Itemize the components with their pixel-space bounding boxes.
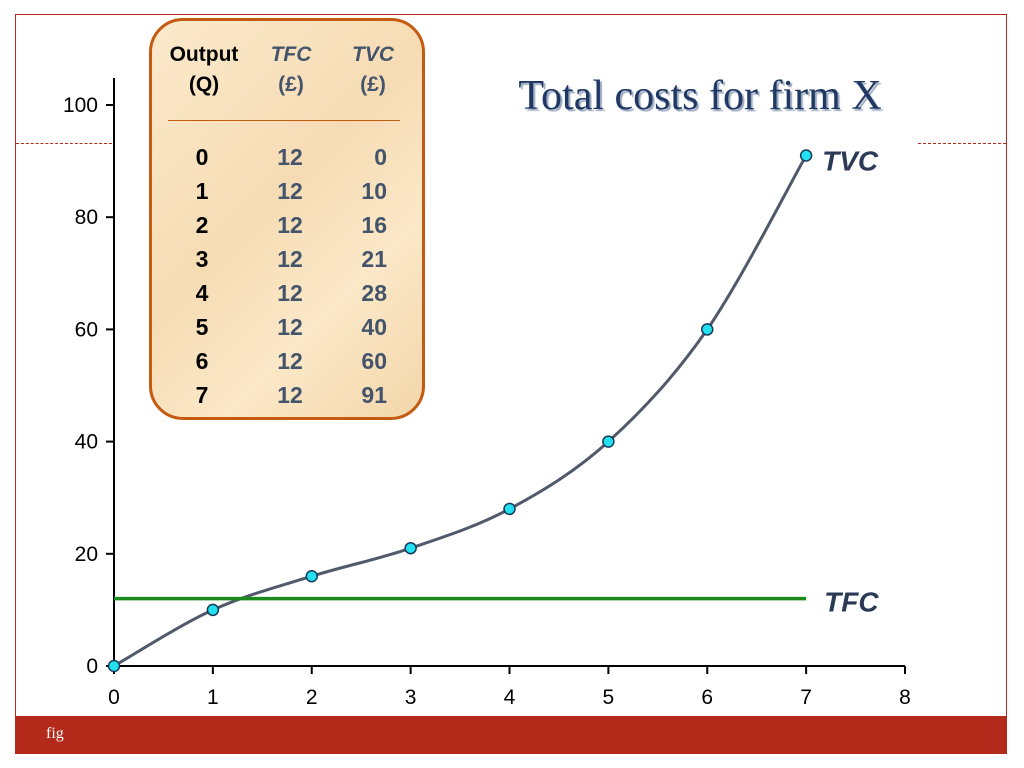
table-header-tvc-line2: (£) bbox=[360, 73, 386, 96]
table-cell-output: 7 bbox=[195, 382, 209, 408]
y-tick-label: 40 bbox=[75, 431, 98, 454]
table-cell-tvc: 0 bbox=[374, 144, 387, 170]
table-cell-tvc: 21 bbox=[361, 246, 387, 272]
table-cell-tvc: 60 bbox=[361, 348, 387, 374]
table-header-tvc-line1: TVC bbox=[352, 43, 394, 66]
y-tick-label: 20 bbox=[75, 543, 98, 566]
table-header-tfc: TFC (£) bbox=[258, 40, 324, 100]
tvc-point bbox=[404, 541, 417, 555]
table-cell-tfc: 12 bbox=[277, 280, 303, 306]
table-cell-tvc: 28 bbox=[361, 280, 387, 306]
y-tick-label: 100 bbox=[63, 94, 98, 117]
table-header-tfc-line1: TFC bbox=[270, 43, 312, 66]
footer-text: fig bbox=[46, 725, 64, 742]
tvc-label: TVC bbox=[822, 145, 879, 176]
table-cell-tfc: 12 bbox=[277, 348, 303, 374]
x-tick-label: 0 bbox=[108, 686, 120, 709]
table-cell-output: 0 bbox=[195, 144, 209, 170]
table-cell-tfc: 12 bbox=[277, 212, 303, 238]
table-cell-tfc: 12 bbox=[277, 246, 303, 272]
table-cell-output: 1 bbox=[195, 178, 209, 204]
table-header-output-line2: (Q) bbox=[188, 73, 220, 96]
table-header-output: Output (Q) bbox=[156, 40, 252, 100]
x-tick-label: 3 bbox=[405, 686, 417, 709]
dashed-divider-right bbox=[918, 143, 1006, 144]
table-cell-tfc: 12 bbox=[277, 178, 303, 204]
table-cell-output: 5 bbox=[195, 314, 209, 340]
tvc-point bbox=[503, 502, 516, 516]
table-cell-tvc: 10 bbox=[361, 178, 387, 204]
table-cell-tfc: 12 bbox=[277, 314, 303, 340]
tvc-point bbox=[206, 603, 220, 617]
slide-title: Total costs for firm X bbox=[518, 73, 882, 119]
table-cell-tfc: 12 bbox=[277, 382, 303, 408]
table-cell-output: 6 bbox=[195, 348, 209, 374]
y-tick-label: 0 bbox=[86, 655, 98, 678]
y-tick-label: 80 bbox=[75, 206, 98, 229]
table-cell-tvc: 16 bbox=[361, 212, 387, 238]
table-cell-output: 2 bbox=[195, 212, 209, 238]
x-tick-label: 6 bbox=[701, 686, 713, 709]
table-header-tvc: TVC (£) bbox=[340, 40, 406, 100]
x-tick-label: 7 bbox=[800, 686, 812, 709]
tvc-point bbox=[799, 149, 813, 162]
y-tick-label: 60 bbox=[75, 318, 98, 341]
tfc-label: TFC bbox=[824, 587, 879, 618]
cost-table bbox=[149, 18, 425, 420]
tvc-point bbox=[305, 569, 318, 583]
tvc-point bbox=[107, 659, 121, 673]
table-cell-tvc: 40 bbox=[361, 314, 387, 340]
table-header-tfc-line2: (£) bbox=[278, 73, 304, 96]
table-cell-tvc: 91 bbox=[361, 382, 387, 408]
table-header-rule bbox=[168, 120, 400, 121]
table-cell-tfc: 12 bbox=[277, 144, 303, 170]
table-header-output-line1: Output bbox=[169, 43, 239, 66]
tvc-point bbox=[701, 323, 714, 336]
x-tick-label: 8 bbox=[899, 686, 911, 709]
footer-bar bbox=[15, 716, 1007, 754]
table-cell-output: 4 bbox=[195, 280, 209, 306]
tvc-point bbox=[602, 435, 615, 448]
x-tick-label: 4 bbox=[504, 686, 516, 709]
dashed-divider-left bbox=[16, 143, 112, 144]
table-cell-output: 3 bbox=[195, 246, 209, 272]
x-tick-label: 2 bbox=[306, 686, 318, 709]
x-tick-label: 1 bbox=[207, 686, 219, 709]
x-tick-label: 5 bbox=[603, 686, 615, 709]
